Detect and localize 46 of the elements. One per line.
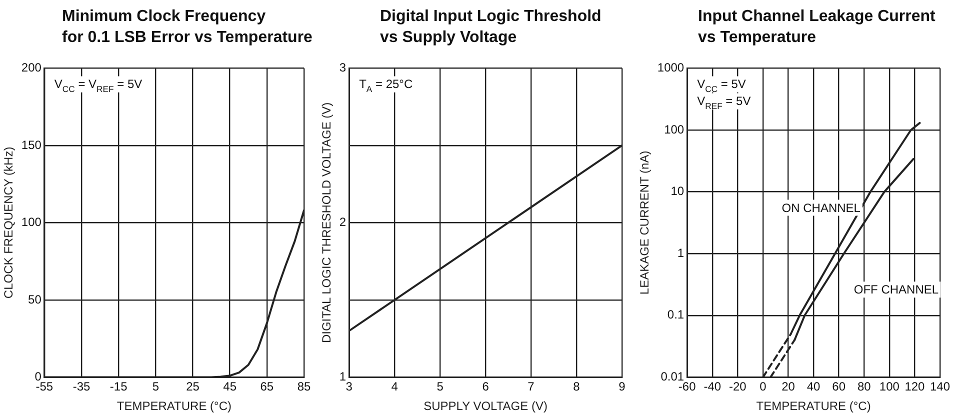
x-tick-label: 7 (528, 380, 535, 394)
chart-title: Minimum Clock Frequency for 0.1 LSB Error vs Temperature (61, 7, 314, 48)
y-tick-label: 3 (339, 60, 346, 75)
y-tick-label: 100 (664, 122, 684, 136)
series-label: ON CHANNEL (782, 200, 861, 215)
y-tick-label: 100 (21, 215, 42, 230)
x-tick-label: -20 (729, 380, 747, 394)
y-tick-label: 1 (677, 246, 684, 260)
y-tick-label: 200 (21, 60, 42, 75)
x-tick-label: 25 (186, 380, 200, 394)
chart-title: Input Channel Leakage Current vs Temperature (697, 7, 936, 48)
x-axis-title: TEMPERATURE (°C) (756, 399, 871, 414)
x-axis-title: TEMPERATURE (°C) (116, 399, 232, 414)
x-tick-label: -15 (110, 380, 128, 394)
x-tick-label: 20 (782, 380, 796, 394)
y-tick-label: 10 (670, 184, 684, 198)
x-tick-label: 80 (857, 380, 872, 394)
chart-title: Digital Input Logic Threshold vs Supply Voltage (379, 7, 602, 48)
y-tick-label: 0.1 (667, 308, 684, 322)
x-tick-label: 5 (152, 380, 160, 394)
x-tick-label: 65 (260, 380, 274, 394)
x-tick-label: 140 (930, 380, 950, 394)
x-tick-label: 120 (904, 380, 926, 394)
series-label: OFF CHANNEL (854, 282, 939, 297)
x-tick-label: -35 (72, 380, 90, 394)
x-tick-label: 60 (832, 380, 846, 394)
y-tick-label: 1000 (657, 60, 684, 75)
x-tick-label: 5 (436, 380, 444, 394)
x-tick-label: 9 (618, 380, 626, 394)
x-tick-label: 0 (760, 380, 767, 394)
x-tick-label: 100 (879, 380, 900, 394)
x-axis-title: SUPPLY VOLTAGE (V) (424, 399, 548, 414)
x-tick-label: 85 (297, 380, 311, 394)
y-tick-label: 50 (28, 292, 42, 306)
x-tick-label: 40 (806, 380, 821, 394)
x-tick-label: 8 (573, 380, 580, 394)
y-axis-title: CLOCK FREQUENCY (kHz) (2, 146, 16, 299)
y-axis-title: LEAKAGE CURRENT (nA) (638, 150, 652, 295)
y-tick-label: 1 (339, 370, 346, 384)
y-tick-label: 150 (21, 138, 42, 152)
x-tick-label: 6 (482, 380, 490, 394)
x-tick-label: -40 (704, 380, 722, 394)
y-tick-label: 2 (339, 215, 346, 230)
x-tick-label: 45 (223, 380, 237, 394)
y-axis-title: DIGITAL LOGIC THRESHOLD VOLTAGE (V) (320, 102, 334, 344)
x-tick-label: 4 (391, 380, 398, 394)
